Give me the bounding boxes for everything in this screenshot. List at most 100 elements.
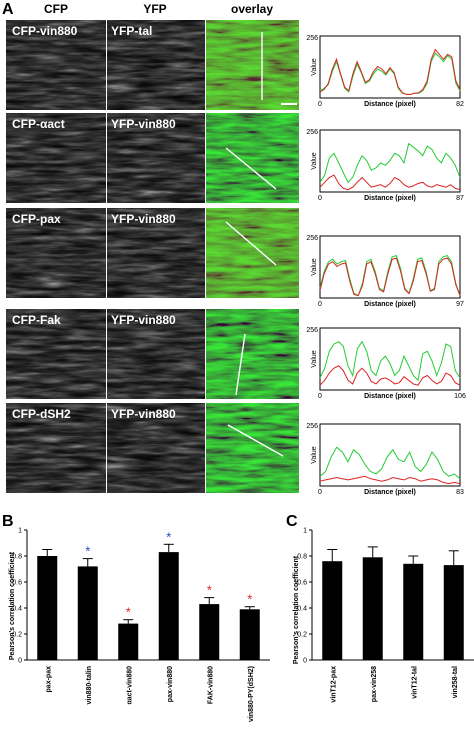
- column-header-yfp: YFP: [143, 2, 166, 16]
- micrograph-cfp-texture: [6, 403, 106, 493]
- profile-x-axis-label: Distance (pixel): [364, 195, 416, 202]
- overlay-green-channel: [206, 208, 299, 298]
- column-header-cfp: CFP: [44, 2, 68, 16]
- profile-x-axis-label: Distance (pixel): [364, 393, 416, 400]
- significance-marker: *: [85, 544, 90, 559]
- overlay-profile-line: [225, 221, 277, 266]
- yfp-label: YFP-vin880: [111, 407, 176, 421]
- bar: [118, 623, 139, 660]
- bar: [403, 563, 424, 660]
- profile-green-line: [319, 340, 461, 382]
- profile-x-max-label: 83: [456, 489, 464, 496]
- y-tick-label: 0.4: [297, 606, 307, 613]
- profile-y-max-label: 256: [306, 235, 318, 242]
- overlay-profile-line: [235, 333, 246, 396]
- profile-y-max-label: 256: [306, 327, 318, 334]
- profile-red-line: [319, 174, 461, 191]
- category-label: pax-vin258: [371, 666, 378, 702]
- micrograph-rows: CFP-vin880 YFP-tal CFP-αact YFP-vin880 CFP-p…: [6, 20, 299, 493]
- profile-red-line: [319, 48, 461, 95]
- y-tick-label: 0.4: [12, 606, 22, 613]
- line-profiles: 256 Value 0 82 Distance (pixel) 256 Value 0 87 Di…: [306, 35, 466, 496]
- y-tick-label: 0.6: [297, 580, 307, 587]
- y-tick-label: 0.2: [297, 632, 307, 639]
- profile-y-axis-label: Value: [311, 258, 318, 275]
- bar: [199, 604, 220, 660]
- significance-marker: *: [247, 592, 252, 607]
- y-tick-label: 0.8: [297, 554, 307, 561]
- significance-marker: *: [166, 529, 171, 544]
- y-tick-label: 0: [303, 658, 307, 665]
- micrograph-cfp-texture: [6, 208, 106, 298]
- panel-b-label: B: [2, 513, 14, 530]
- bar: [158, 552, 179, 660]
- micrograph-yfp-texture: [107, 113, 205, 203]
- micrograph-yfp-texture: [107, 20, 205, 110]
- overlay-yellow-tint: [206, 208, 299, 298]
- profile-x-min-label: 0: [318, 301, 322, 308]
- profile-x-max-label: 97: [456, 301, 464, 308]
- profile-y-max-label: 256: [306, 35, 318, 42]
- bar: [77, 566, 98, 660]
- significance-marker: *: [126, 605, 131, 620]
- cfp-label: CFP-pax: [12, 212, 61, 226]
- yfp-label: YFP-vin880: [111, 212, 176, 226]
- significance-marker: *: [207, 583, 212, 598]
- profile-red-line: [319, 365, 461, 386]
- category-label: vinT12-pax: [330, 666, 337, 703]
- profile-plot-frame: [319, 327, 461, 391]
- overlay-green-channel: [206, 403, 299, 493]
- bar: [37, 556, 58, 660]
- micrograph-cfp-texture: [6, 20, 106, 110]
- category-label: vin880-PY(dSH2): [248, 666, 255, 722]
- y-tick-label: 0.6: [12, 580, 22, 587]
- profile-x-axis-label: Distance (pixel): [364, 101, 416, 108]
- profile-y-axis-label: Value: [311, 58, 318, 75]
- y-tick-label: 1: [303, 528, 307, 535]
- cfp-label: CFP-Fak: [12, 313, 61, 327]
- cfp-label: CFP-dSH2: [12, 407, 71, 421]
- category-label: αact-vin880: [126, 666, 133, 705]
- profile-y-axis-label: Value: [311, 152, 318, 169]
- overlay-green-channel: [206, 309, 299, 399]
- yfp-label: YFP-vin880: [111, 117, 176, 131]
- profile-x-max-label: 82: [456, 101, 464, 108]
- category-label: pax-vin880: [167, 666, 174, 702]
- profile-x-axis-label: Distance (pixel): [364, 301, 416, 308]
- yfp-label: YFP-vin880: [111, 313, 176, 327]
- profile-red-line: [319, 257, 461, 297]
- y-tick-label: 0.8: [12, 554, 22, 561]
- category-label: pax-pax: [45, 666, 52, 693]
- profile-green-line: [319, 446, 461, 480]
- micrograph-cfp-texture: [6, 113, 106, 203]
- bar: [362, 557, 383, 660]
- profile-plot-frame: [319, 423, 461, 487]
- overlay-profile-line: [225, 147, 277, 190]
- category-label: FAK-vin880: [207, 666, 214, 704]
- column-header-overlay: overlay: [231, 2, 273, 16]
- cfp-label: CFP-αact: [12, 117, 65, 131]
- panel-b-bar-chart: 0 0.2 0.4 0.6 0.8 1 pax-pax * vin880-talin * αact-…: [12, 528, 270, 722]
- profile-red-line: [319, 475, 461, 485]
- category-label: vin880-talin: [86, 666, 93, 705]
- micrograph-yfp-texture: [107, 208, 205, 298]
- cfp-label: CFP-vin880: [12, 24, 78, 38]
- profile-green-line: [319, 142, 461, 184]
- profile-y-axis-label: Value: [311, 446, 318, 463]
- micrograph-cfp-texture: [6, 309, 106, 399]
- profile-x-axis-label: Distance (pixel): [364, 489, 416, 496]
- y-tick-label: 0.2: [12, 632, 22, 639]
- micrograph-yfp-texture: [107, 309, 205, 399]
- bar: [322, 561, 343, 660]
- panel-c-label: C: [286, 513, 298, 530]
- yfp-label: YFP-tal: [111, 24, 152, 38]
- profile-x-min-label: 0: [318, 195, 322, 202]
- profile-x-max-label: 106: [454, 393, 466, 400]
- panel-b-ylabel: Pearson's correlation coefficient: [9, 551, 16, 660]
- panel-c-bar-chart: 0 0.2 0.4 0.6 0.8 1 vinT12-pax pax-vin258 vinT12…: [297, 528, 474, 703]
- category-label: vinT12-tal: [411, 666, 418, 699]
- profile-y-axis-label: Value: [311, 350, 318, 367]
- profile-y-max-label: 256: [306, 423, 318, 430]
- y-tick-label: 1: [18, 528, 22, 535]
